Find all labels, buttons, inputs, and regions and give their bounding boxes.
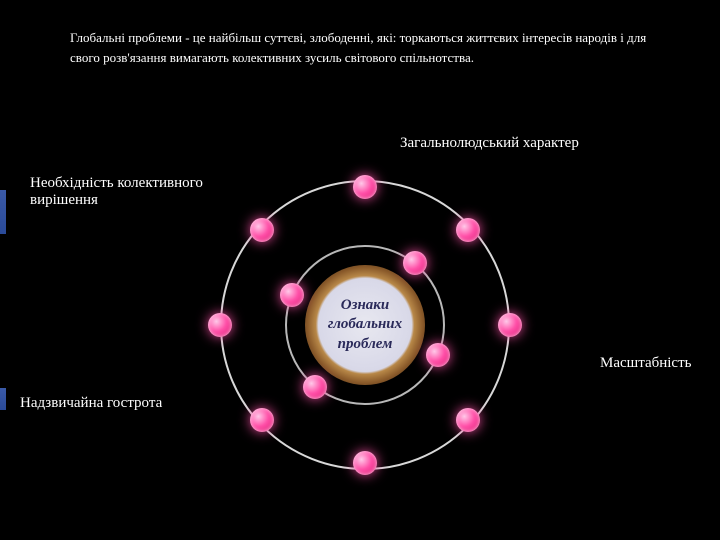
electron-11 — [280, 283, 304, 307]
definition-text: Глобальні проблеми - це найбільш суттєві… — [70, 28, 660, 67]
electron-2 — [498, 313, 522, 337]
electron-4 — [353, 451, 377, 475]
label-acuteness: Надзвичайна гострота — [20, 395, 162, 412]
electron-10 — [303, 375, 327, 399]
electron-6 — [208, 313, 232, 337]
label-scale: Масштабність — [600, 355, 691, 372]
electron-1 — [456, 218, 480, 242]
electron-7 — [250, 218, 274, 242]
nucleus-text: Ознаки глобальних проблем — [328, 296, 402, 355]
nucleus-line2: глобальних — [328, 316, 402, 332]
label-universal-character: Загальнолюдський характер — [400, 135, 579, 152]
nucleus: Ознаки глобальних проблем — [305, 265, 425, 385]
electron-3 — [456, 408, 480, 432]
electron-0 — [353, 175, 377, 199]
side-accent-bottom — [0, 388, 6, 410]
side-accent-top — [0, 190, 6, 234]
electron-5 — [250, 408, 274, 432]
electron-8 — [403, 251, 427, 275]
electron-9 — [426, 343, 450, 367]
atom-diagram: Ознаки глобальних проблем — [210, 170, 520, 480]
nucleus-line3: проблем — [338, 336, 393, 352]
nucleus-line1: Ознаки — [341, 297, 389, 313]
